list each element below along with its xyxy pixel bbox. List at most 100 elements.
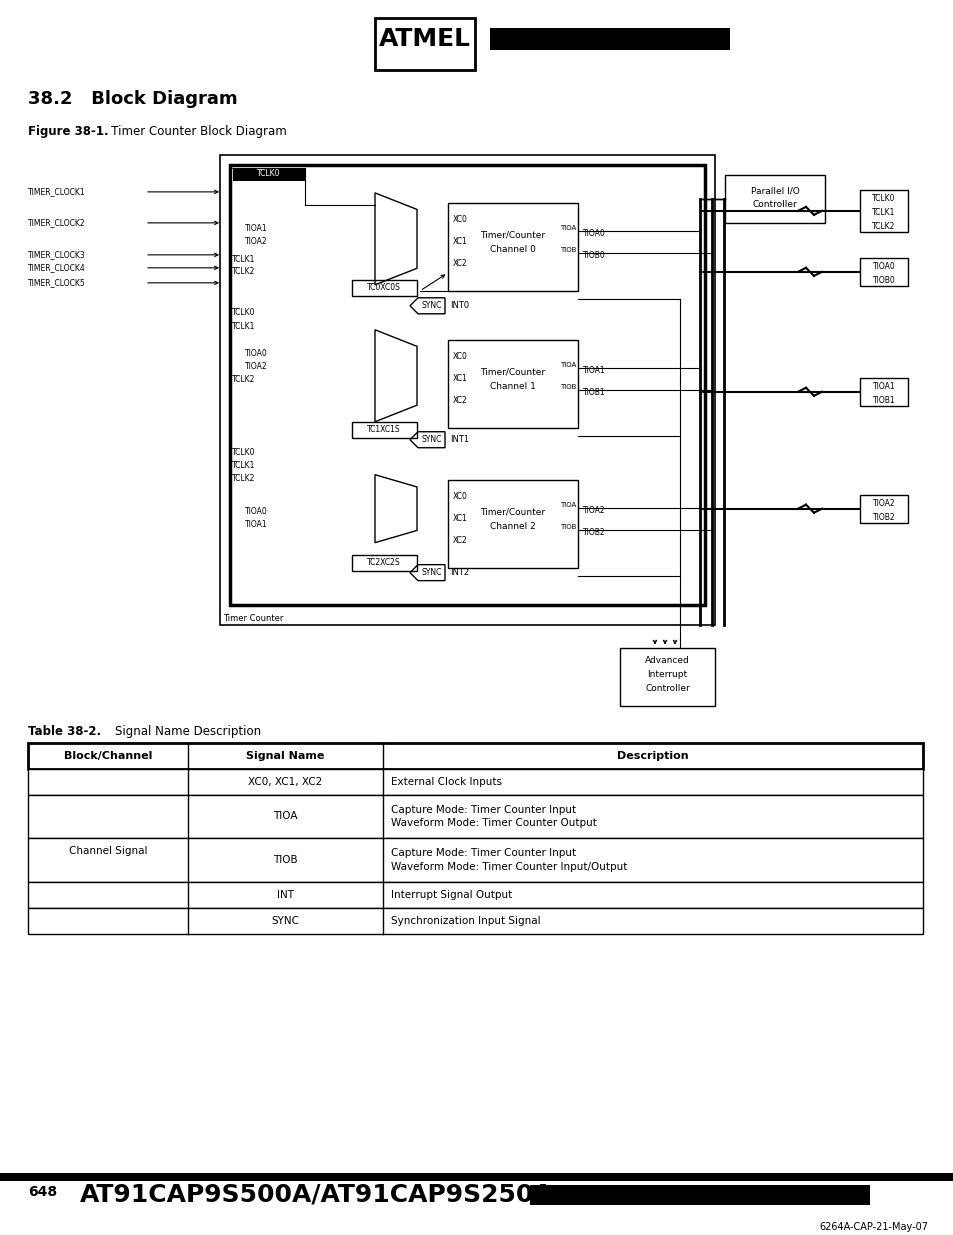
Bar bbox=[0, 1173, 953, 1181]
Text: TIOB2: TIOB2 bbox=[582, 527, 605, 537]
Bar bbox=[28, 742, 923, 768]
Text: Timer/Counter: Timer/Counter bbox=[480, 231, 545, 240]
Text: 648: 648 bbox=[28, 1186, 57, 1199]
Bar bbox=[230, 165, 704, 605]
Text: TCLK2: TCLK2 bbox=[232, 474, 255, 483]
Text: TIOB2: TIOB2 bbox=[872, 513, 894, 521]
Text: Waveform Mode: Timer Counter Input/Output: Waveform Mode: Timer Counter Input/Outpu… bbox=[391, 862, 627, 872]
Bar bbox=[28, 909, 923, 935]
Bar bbox=[28, 794, 923, 839]
Text: Synchronization Input Signal: Synchronization Input Signal bbox=[391, 916, 540, 926]
Bar bbox=[28, 768, 923, 794]
Text: TCLK0: TCLK0 bbox=[257, 169, 280, 178]
Bar bbox=[448, 203, 578, 290]
Text: Controller: Controller bbox=[644, 684, 689, 693]
Bar bbox=[28, 839, 923, 883]
Text: 6264A-CAP-21-May-07: 6264A-CAP-21-May-07 bbox=[818, 1223, 927, 1233]
Text: TCLK1: TCLK1 bbox=[232, 322, 255, 331]
Text: Controller: Controller bbox=[752, 200, 797, 209]
Text: TC1XC1S: TC1XC1S bbox=[367, 425, 400, 435]
Text: TIMER_CLOCK2: TIMER_CLOCK2 bbox=[28, 219, 86, 227]
Text: TIOA1: TIOA1 bbox=[872, 382, 894, 390]
Text: TCLK0: TCLK0 bbox=[232, 448, 255, 457]
Text: TIOA1: TIOA1 bbox=[582, 366, 605, 374]
Text: XC2: XC2 bbox=[453, 259, 467, 268]
Text: XC0, XC1, XC2: XC0, XC1, XC2 bbox=[248, 777, 322, 787]
Text: TIOB0: TIOB0 bbox=[872, 275, 895, 285]
Text: TIOB: TIOB bbox=[559, 524, 576, 530]
Text: Signal Name Description: Signal Name Description bbox=[100, 725, 261, 737]
Text: INT2: INT2 bbox=[450, 568, 469, 577]
Text: Table 38-2.: Table 38-2. bbox=[28, 725, 101, 737]
Bar bbox=[490, 28, 729, 49]
Text: TCLK2: TCLK2 bbox=[871, 222, 895, 231]
Text: TC0XC0S: TC0XC0S bbox=[367, 283, 400, 293]
Bar bbox=[220, 154, 714, 625]
Text: TIOA1: TIOA1 bbox=[245, 520, 268, 529]
Text: TIOB1: TIOB1 bbox=[582, 388, 605, 396]
Text: TCLK0: TCLK0 bbox=[871, 194, 895, 203]
Text: TIOB1: TIOB1 bbox=[872, 395, 894, 405]
Text: SYNC: SYNC bbox=[421, 568, 441, 577]
Text: XC2: XC2 bbox=[453, 395, 467, 405]
Bar bbox=[28, 883, 923, 909]
Text: TIOA2: TIOA2 bbox=[245, 237, 268, 246]
Text: TIOA0: TIOA0 bbox=[245, 348, 268, 358]
Text: Capture Mode: Timer Counter Input: Capture Mode: Timer Counter Input bbox=[391, 848, 576, 858]
Text: INT: INT bbox=[276, 890, 294, 900]
Text: Parallel I/O: Parallel I/O bbox=[750, 186, 799, 196]
Text: XC0: XC0 bbox=[453, 352, 467, 361]
Text: Figure 38-1.: Figure 38-1. bbox=[28, 125, 109, 138]
Text: Channel Signal: Channel Signal bbox=[69, 846, 147, 857]
Text: ATMEL: ATMEL bbox=[378, 27, 471, 51]
Text: Description: Description bbox=[617, 751, 688, 761]
Text: Timer/Counter: Timer/Counter bbox=[480, 508, 545, 516]
Bar bbox=[448, 479, 578, 568]
Text: XC2: XC2 bbox=[453, 536, 467, 545]
Bar bbox=[859, 258, 907, 285]
Text: XC0: XC0 bbox=[453, 492, 467, 500]
Text: TIMER_CLOCK4: TIMER_CLOCK4 bbox=[28, 263, 86, 273]
Text: TIOA: TIOA bbox=[273, 811, 297, 821]
Text: Channel 1: Channel 1 bbox=[490, 382, 536, 390]
Text: TCLK1: TCLK1 bbox=[871, 207, 895, 217]
Text: TC2XC2S: TC2XC2S bbox=[367, 558, 400, 567]
Text: SYNC: SYNC bbox=[272, 916, 299, 926]
Text: TIOA2: TIOA2 bbox=[872, 499, 894, 508]
Text: Interrupt: Interrupt bbox=[647, 669, 687, 678]
Text: TIOA2: TIOA2 bbox=[245, 362, 268, 370]
Text: TIOA: TIOA bbox=[559, 225, 576, 231]
Text: TIMER_CLOCK5: TIMER_CLOCK5 bbox=[28, 278, 86, 288]
Text: TCLK0: TCLK0 bbox=[232, 168, 255, 177]
Bar bbox=[859, 190, 907, 232]
Text: INT0: INT0 bbox=[450, 301, 469, 310]
Text: TIOB0: TIOB0 bbox=[582, 251, 605, 259]
Text: TIOA0: TIOA0 bbox=[872, 262, 895, 270]
Text: TIOA: TIOA bbox=[559, 362, 576, 368]
Text: Capture Mode: Timer Counter Input: Capture Mode: Timer Counter Input bbox=[391, 804, 576, 815]
Text: TIOA2: TIOA2 bbox=[582, 505, 605, 515]
Text: Timer Counter Block Diagram: Timer Counter Block Diagram bbox=[100, 125, 287, 138]
Text: TCLK2: TCLK2 bbox=[232, 374, 255, 384]
Bar bbox=[233, 168, 305, 180]
Text: TIOA: TIOA bbox=[559, 501, 576, 508]
Text: TIOA0: TIOA0 bbox=[245, 506, 268, 516]
Text: XC1: XC1 bbox=[453, 514, 467, 522]
Bar bbox=[530, 1186, 869, 1205]
Bar bbox=[448, 340, 578, 427]
Text: Interrupt Signal Output: Interrupt Signal Output bbox=[391, 890, 512, 900]
Text: SYNC: SYNC bbox=[421, 301, 441, 310]
Text: Channel 0: Channel 0 bbox=[490, 245, 536, 254]
Text: SYNC: SYNC bbox=[421, 435, 441, 445]
Text: TIOA0: TIOA0 bbox=[582, 228, 605, 238]
Text: Channel 2: Channel 2 bbox=[490, 521, 536, 531]
Text: 38.2   Block Diagram: 38.2 Block Diagram bbox=[28, 90, 237, 107]
Text: TCLK0: TCLK0 bbox=[232, 308, 255, 317]
Text: TIOA1: TIOA1 bbox=[245, 224, 268, 233]
Text: TCLK1: TCLK1 bbox=[232, 461, 255, 469]
Bar bbox=[375, 19, 475, 70]
Text: INT1: INT1 bbox=[450, 435, 469, 445]
Text: External Clock Inputs: External Clock Inputs bbox=[391, 777, 501, 787]
Text: XC1: XC1 bbox=[453, 237, 467, 246]
Text: TIMER_CLOCK1: TIMER_CLOCK1 bbox=[28, 188, 86, 196]
